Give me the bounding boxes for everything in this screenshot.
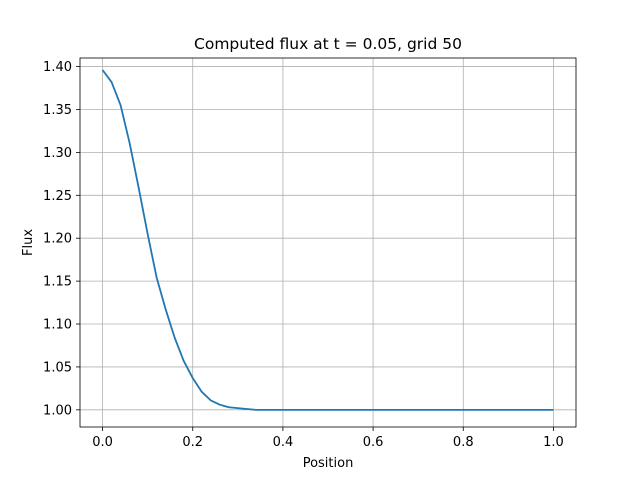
y-tick-label: 1.40 <box>43 60 72 75</box>
x-axis-label: Position <box>303 456 354 471</box>
x-tick-label: 1.0 <box>543 435 564 450</box>
y-tick-label: 1.30 <box>43 146 72 161</box>
x-tick-label: 0.8 <box>453 435 474 450</box>
series-layer <box>101 69 554 411</box>
y-tick-label: 1.25 <box>43 189 72 204</box>
y-tick-label: 1.20 <box>43 232 72 247</box>
plot-frame <box>79 57 577 428</box>
y-tick-label: 1.00 <box>43 403 72 418</box>
x-tick-label: 0.4 <box>273 435 294 450</box>
y-tick-label: 1.10 <box>43 318 72 333</box>
x-tick-label: 0.6 <box>363 435 384 450</box>
y-axis-label: Flux <box>21 229 36 256</box>
series-line-flux <box>101 69 554 411</box>
y-tick-label: 1.35 <box>43 103 72 118</box>
grid-layer <box>80 58 576 427</box>
tick-layer: 0.0 0.2 0.4 0.6 0.8 1.0 1.00 1.05 1.10 1.15 1.20 1.… <box>43 60 564 450</box>
y-tick-label: 1.15 <box>43 275 72 290</box>
x-tick-label: 0.0 <box>92 435 113 450</box>
y-tick-label: 1.05 <box>43 360 72 375</box>
chart-title: Computed flux at t = 0.05, grid 50 <box>194 35 462 53</box>
x-tick-label: 0.2 <box>182 435 203 450</box>
